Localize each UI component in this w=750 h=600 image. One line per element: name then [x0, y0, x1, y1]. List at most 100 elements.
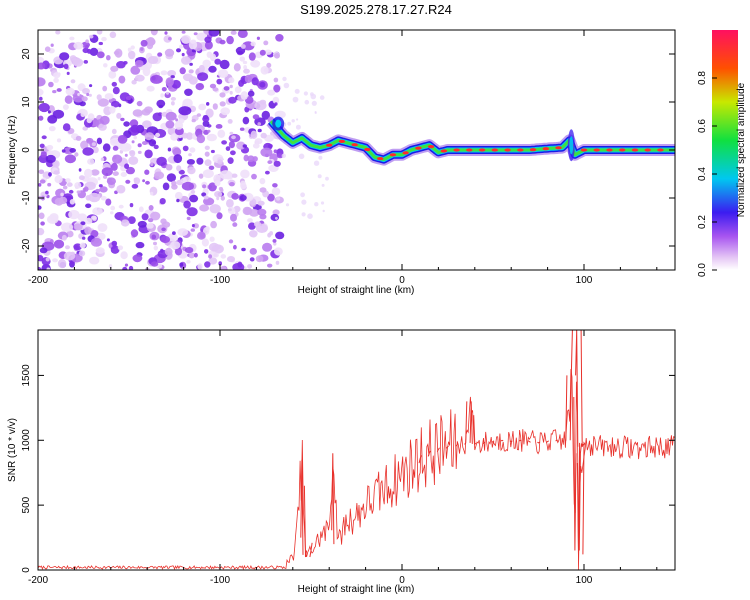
- noise-blob: [106, 238, 110, 242]
- noise-blob: [65, 178, 71, 183]
- noise-blob: [125, 166, 135, 175]
- noise-blob: [233, 63, 241, 72]
- noise-blob: [153, 144, 159, 150]
- noise-blob: [54, 175, 63, 184]
- spectrogram-y-axis-label: Frequency (Hz): [7, 116, 18, 185]
- snr-frame: [37, 329, 676, 571]
- snr-y-tick-label: 0: [21, 567, 32, 573]
- noise-blob: [256, 36, 260, 40]
- noise-blob: [68, 209, 80, 220]
- noise-blob: [259, 187, 267, 193]
- noise-blob: [39, 143, 45, 148]
- noise-blob: [38, 212, 45, 220]
- noise-blob: [204, 159, 212, 167]
- noise-blob: [151, 234, 157, 240]
- noise-blob: [133, 135, 137, 140]
- noise-blob: [210, 220, 218, 229]
- noise-blob: [111, 100, 120, 108]
- noise-blob: [111, 240, 118, 247]
- noise-blob: [101, 167, 113, 177]
- noise-blob: [209, 53, 217, 62]
- noise-blob: [260, 147, 273, 157]
- noise-blob: [118, 204, 124, 209]
- noise-blob: [196, 32, 207, 41]
- noise-blob: [219, 170, 233, 180]
- noise-blob: [166, 173, 176, 182]
- noise-blob: [62, 104, 69, 110]
- noise-blob: [221, 140, 228, 145]
- noise-blob: [325, 176, 329, 181]
- noise-blob: [241, 247, 246, 252]
- noise-blob: [50, 43, 54, 47]
- noise-blob: [135, 60, 144, 68]
- noise-blob: [73, 223, 83, 231]
- noise-blob: [213, 252, 219, 258]
- noise-blob: [272, 183, 278, 188]
- noise-blob: [60, 192, 64, 197]
- noise-blob: [240, 169, 250, 179]
- noise-blob: [170, 75, 175, 79]
- noise-blob: [229, 84, 233, 89]
- noise-blob: [252, 114, 260, 120]
- noise-blob: [132, 254, 143, 263]
- noise-blob: [135, 241, 145, 249]
- noise-blob: [231, 193, 239, 200]
- noise-blob: [314, 202, 319, 207]
- noise-blob: [189, 194, 199, 203]
- noise-blob: [283, 82, 290, 89]
- noise-blob: [160, 235, 171, 244]
- noise-blob: [210, 149, 215, 154]
- noise-blob: [186, 260, 191, 264]
- noise-blob: [127, 216, 136, 225]
- ridge-hotspot: [364, 147, 371, 152]
- noise-blob: [249, 248, 257, 255]
- noise-blob: [170, 241, 181, 250]
- noise-blob: [144, 169, 150, 175]
- noise-blob: [255, 255, 264, 263]
- noise-blob: [208, 30, 220, 37]
- noise-blob: [272, 96, 280, 104]
- noise-blob: [63, 63, 69, 70]
- noise-blob: [116, 112, 122, 119]
- spectrogram-x-axis-label: Height of straight line (km): [298, 285, 415, 296]
- ridge-hotspot: [593, 148, 600, 152]
- noise-blob: [59, 196, 68, 205]
- noise-blob: [78, 250, 86, 257]
- noise-blob: [181, 30, 186, 34]
- noise-blob: [144, 149, 153, 159]
- noise-blob: [112, 145, 119, 151]
- noise-blob: [112, 86, 120, 95]
- noise-blob: [171, 180, 177, 187]
- noise-blob: [250, 130, 258, 139]
- noise-blob: [167, 70, 177, 77]
- ridge-hotspot: [644, 148, 651, 152]
- noise-blob: [247, 264, 253, 269]
- colorbar-tick-label: 0.8: [697, 71, 708, 85]
- noise-blob: [213, 174, 221, 184]
- noise-blob: [117, 245, 124, 251]
- noise-blob: [257, 122, 262, 126]
- noise-blob: [132, 109, 143, 117]
- noise-blob: [320, 201, 325, 205]
- noise-blob: [150, 191, 154, 196]
- noise-blob: [133, 177, 137, 182]
- noise-blob: [128, 265, 134, 270]
- noise-blob: [109, 31, 117, 39]
- colorbar-gradient: [712, 30, 738, 270]
- noise-blob: [102, 85, 108, 92]
- noise-blob: [219, 59, 230, 70]
- noise-blob: [204, 249, 209, 254]
- noise-blob: [257, 208, 267, 216]
- noise-blob: [217, 69, 229, 78]
- noise-blob: [96, 137, 103, 145]
- noise-blob: [47, 215, 59, 224]
- noise-blob: [38, 227, 45, 236]
- noise-blob: [88, 34, 94, 39]
- noise-blob: [220, 254, 227, 259]
- noise-blob: [180, 177, 187, 183]
- spectrogram-y-tick-label: -20: [21, 238, 32, 253]
- noise-blob: [254, 221, 262, 227]
- ridge-hotspot: [326, 143, 333, 147]
- noise-blob: [156, 156, 167, 166]
